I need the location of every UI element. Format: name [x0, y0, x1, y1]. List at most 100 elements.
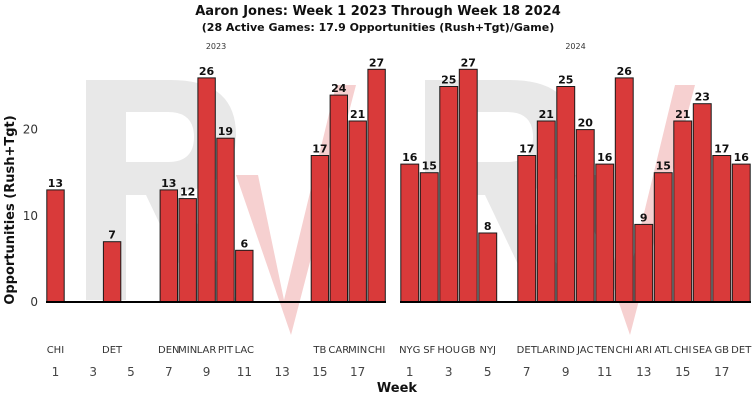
x-axis-title: Week — [377, 381, 418, 396]
week-tick-label: 13 — [274, 365, 289, 379]
bar — [673, 120, 693, 303]
bar-value-label: 17 — [714, 142, 729, 155]
team-label: CHI — [47, 345, 64, 356]
team-label: GB — [461, 345, 476, 356]
team-label: MIN — [348, 345, 367, 356]
watermark-v-shape — [575, 85, 695, 335]
bar — [517, 155, 537, 303]
facet-label-2023: 2023 — [206, 42, 226, 51]
bar — [178, 198, 197, 303]
bar — [235, 249, 254, 303]
week-tick-label: 7 — [165, 365, 173, 379]
bar-value-label: 15 — [656, 160, 671, 173]
team-label: NYG — [399, 345, 420, 356]
bar-value-label: 16 — [734, 151, 750, 164]
bar — [536, 120, 556, 303]
team-label: TB — [312, 345, 326, 356]
bar-value-label: 8 — [484, 220, 492, 233]
panel-2024: 202416NYG15SF25HOU27GB8NYJ17DET21LAR25IN… — [399, 42, 752, 379]
chart-subtitle: (28 Active Games: 17.9 Opportunities (Ru… — [202, 21, 554, 34]
bar-value-label: 20 — [578, 117, 594, 130]
y-tick-label: 0 — [30, 295, 38, 309]
bar-value-label: 26 — [617, 65, 633, 78]
team-label: GB — [714, 345, 729, 356]
bar-value-label: 25 — [558, 74, 573, 87]
team-label: LAC — [235, 345, 254, 356]
team-label: JAC — [576, 345, 593, 356]
bar-value-label: 21 — [350, 108, 365, 121]
team-label: HOU — [437, 345, 460, 356]
team-label: SEA — [692, 345, 712, 356]
panel-2023: 202313CHI7DET13DEN12MIN26LAR19PIT6LAC17T… — [46, 42, 386, 379]
bar-value-label: 6 — [241, 237, 249, 250]
week-tick-label: 3 — [89, 365, 97, 379]
team-label: ARI — [635, 345, 652, 356]
bar-value-label: 13 — [161, 177, 176, 190]
week-tick-label: 3 — [445, 365, 453, 379]
bar-value-label: 26 — [199, 65, 215, 78]
bar — [556, 86, 576, 303]
week-tick-label: 13 — [636, 365, 651, 379]
bar-value-label: 13 — [48, 177, 63, 190]
bar-value-label: 27 — [461, 56, 476, 69]
y-axis-title: Opportunities (Rush+Tgt) — [3, 115, 18, 304]
week-tick-label: 9 — [203, 365, 211, 379]
week-tick-label: 15 — [312, 365, 327, 379]
team-label: MIN — [178, 345, 197, 356]
week-tick-label: 11 — [597, 365, 612, 379]
week-tick-label: 17 — [350, 365, 365, 379]
bar-value-label: 12 — [180, 186, 195, 199]
bar — [731, 163, 751, 303]
team-label: TEN — [594, 345, 615, 356]
chart-title: Aaron Jones: Week 1 2023 Through Week 18… — [195, 4, 561, 19]
bar — [653, 172, 673, 303]
week-tick-label: 1 — [406, 365, 414, 379]
bar — [367, 68, 386, 303]
bar — [102, 241, 122, 303]
team-label: DET — [102, 345, 123, 356]
bar — [46, 189, 65, 303]
bar — [575, 129, 595, 303]
bar-value-label: 9 — [640, 211, 648, 224]
week-tick-label: 1 — [52, 365, 60, 379]
team-label: CAR — [328, 345, 349, 356]
week-tick-label: 5 — [484, 365, 492, 379]
bar-value-label: 19 — [218, 125, 233, 138]
bar — [419, 172, 439, 303]
team-label: DEN — [158, 345, 180, 356]
bar-value-label: 7 — [108, 229, 116, 242]
bar — [159, 189, 179, 303]
team-label: DET — [517, 345, 538, 356]
team-label: DET — [731, 345, 752, 356]
week-tick-label: 7 — [523, 365, 531, 379]
team-label: SF — [423, 345, 435, 356]
bar — [400, 163, 420, 303]
week-tick-label: 9 — [562, 365, 570, 379]
y-tick-label: 10 — [23, 209, 38, 223]
team-label: CHI — [616, 345, 633, 356]
watermark-v-shape — [236, 85, 356, 335]
bar-value-label: 21 — [539, 108, 554, 121]
bar-value-label: 15 — [422, 160, 437, 173]
bar — [216, 137, 235, 303]
team-label: LAR — [536, 345, 556, 356]
bar — [595, 163, 615, 303]
bar-value-label: 25 — [441, 74, 456, 87]
bar — [310, 155, 330, 303]
bar — [634, 223, 654, 303]
team-label: NYJ — [479, 345, 496, 356]
bar — [458, 68, 478, 303]
bar-value-label: 17 — [312, 142, 327, 155]
bar-value-label: 21 — [675, 108, 690, 121]
team-label: IND — [557, 345, 575, 356]
team-label: CHI — [368, 345, 385, 356]
bar-value-label: 27 — [369, 56, 384, 69]
bar — [692, 103, 712, 303]
bar — [439, 86, 459, 303]
week-tick-label: 11 — [237, 365, 252, 379]
week-tick-label: 5 — [127, 365, 135, 379]
bar-value-label: 24 — [331, 82, 347, 95]
facet-label-2024: 2024 — [565, 42, 585, 51]
